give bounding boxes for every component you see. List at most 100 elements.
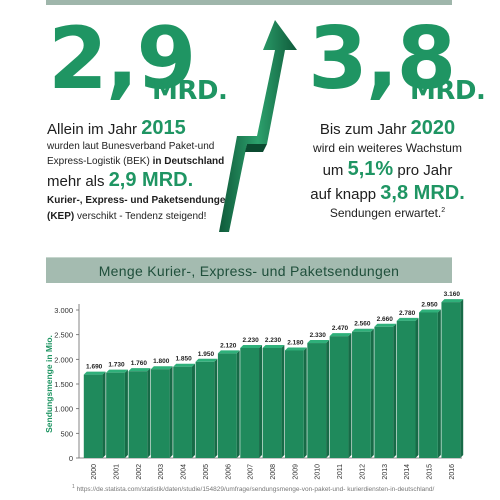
left-amount: 2,9 MRD. — [108, 169, 194, 191]
y-tick-label: 3.000 — [54, 306, 73, 315]
bar-value-label: 2.330 — [310, 332, 327, 339]
bar-value-label: 2.230 — [243, 337, 260, 344]
right-percent: 5,1% — [347, 157, 394, 180]
right-text-block: Bis zum Jahr 2020 wird ein weiteres Wach… — [300, 117, 475, 221]
bar-value-label: 1.690 — [86, 364, 103, 371]
x-tick-label: 2013 — [382, 464, 389, 480]
bar-value-label: 2.950 — [421, 301, 438, 308]
x-tick-label: 2001 — [114, 464, 121, 480]
bar-side — [169, 366, 173, 458]
bar-value-label: 1.850 — [175, 356, 192, 363]
bar-value-label: 1.760 — [131, 360, 148, 367]
x-tick-label: 2003 — [158, 464, 165, 480]
bar-side — [326, 340, 330, 458]
bar-top — [150, 366, 173, 370]
left-big-number: 2,9 — [48, 9, 196, 109]
bar — [307, 343, 327, 458]
left-year: 2015 — [141, 117, 186, 139]
bar-side — [348, 333, 352, 458]
bar — [195, 361, 215, 458]
x-tick-label: 2007 — [248, 464, 255, 480]
bar — [240, 347, 260, 458]
right-amount: 3,8 MRD. — [380, 181, 465, 204]
bar-side — [415, 317, 419, 458]
x-tick-label: 2000 — [91, 464, 98, 480]
x-tick-label: 2014 — [404, 464, 411, 480]
left-text-block: Allein im Jahr 2015 wurden laut Bunesver… — [47, 117, 247, 222]
bar-side — [214, 358, 218, 458]
bar-side — [259, 344, 263, 458]
left-line1: Allein im Jahr 2015 — [47, 117, 186, 139]
bar — [173, 366, 192, 458]
bar-side — [102, 371, 106, 458]
bar — [217, 353, 237, 458]
y-tick-label: 2.000 — [54, 355, 73, 364]
y-tick-label: 1.000 — [54, 405, 73, 414]
y-tick-label: 500 — [60, 429, 73, 438]
bar-top — [262, 344, 285, 348]
bar — [396, 320, 416, 458]
chart-title-banner: Menge Kurier-, Express- und Paketsendung… — [46, 257, 452, 283]
chart-title: Menge Kurier-, Express- und Paketsendung… — [98, 263, 400, 279]
bar — [150, 369, 170, 458]
bar-side — [236, 350, 240, 458]
left-line6: (KEP) verschikt - Tendenz steigend! — [47, 210, 207, 222]
bar-side — [191, 363, 195, 458]
bar-side — [437, 309, 441, 458]
right-unit: MRD. — [410, 76, 486, 106]
x-tick-label: 2006 — [225, 464, 232, 480]
x-tick-label: 2004 — [181, 464, 188, 480]
right-big-number: 3,8 — [308, 9, 456, 109]
bar-top — [284, 347, 307, 351]
bar-top — [195, 358, 218, 362]
x-tick-label: 2009 — [292, 464, 299, 480]
x-tick-label: 2002 — [136, 464, 143, 480]
y-axis-label: Sendungsmenge in Mio. — [44, 335, 54, 433]
bar-top — [329, 333, 352, 337]
bar-top — [173, 363, 195, 367]
bar-top — [396, 317, 419, 321]
footnote: 1 https://de.statista.com/statistik/date… — [72, 484, 435, 494]
bar — [441, 302, 461, 458]
x-tick-label: 2012 — [359, 464, 366, 480]
bar-value-label: 1.800 — [153, 358, 170, 365]
bar-side — [124, 369, 128, 458]
bar-top — [419, 309, 441, 313]
bar-top — [128, 368, 151, 372]
bar-side — [281, 344, 285, 458]
bar-side — [460, 299, 464, 458]
bar-value-label: 2.780 — [399, 310, 416, 317]
bar-value-label: 2.120 — [220, 342, 237, 349]
bar-side — [393, 323, 397, 458]
x-tick-label: 2008 — [270, 464, 277, 480]
bar-side — [303, 347, 307, 458]
bar-value-label: 3.160 — [444, 291, 461, 298]
x-tick-label: 2011 — [337, 464, 344, 479]
bar-top — [441, 299, 464, 303]
bar-side — [370, 328, 374, 458]
x-tick-label: 2015 — [426, 464, 433, 480]
bar — [329, 336, 349, 458]
left-line3: Express-Logistik (BEK) in Deutschland — [47, 155, 225, 167]
bar-chart: 0 500 1.000 1.500 2.000 2.500 3.000 Sendungsmen… — [44, 291, 464, 480]
bar-value-label: 2.180 — [287, 339, 304, 346]
right-line4: auf knapp 3,8 MRD. — [310, 181, 465, 204]
bar-value-label: 1.950 — [198, 351, 215, 358]
right-line1: Bis zum Jahr 2020 — [319, 117, 456, 139]
left-line5: Kurier-, Express- und Paketsendungen — [47, 195, 232, 206]
footnote-url: https://de.statista.com/statistik/daten/… — [76, 486, 435, 494]
growth-arrow-icon — [219, 20, 297, 232]
left-line2: wurden laut Bunesverband Paket-und — [47, 141, 215, 152]
bar — [128, 371, 148, 458]
bar-value-label: 2.470 — [332, 325, 349, 332]
right-line2: wird ein weiteres Wachstum — [313, 141, 462, 155]
bar-top — [217, 350, 240, 354]
bar-value-label: 2.230 — [265, 337, 282, 344]
left-line4: mehr als 2,9 MRD. — [47, 169, 194, 191]
bar — [374, 326, 394, 458]
bar-top — [106, 369, 128, 373]
left-unit: MRD. — [152, 76, 228, 106]
bar-top — [240, 344, 263, 348]
y-tick-label: 2.500 — [54, 331, 73, 340]
bar — [262, 347, 282, 458]
